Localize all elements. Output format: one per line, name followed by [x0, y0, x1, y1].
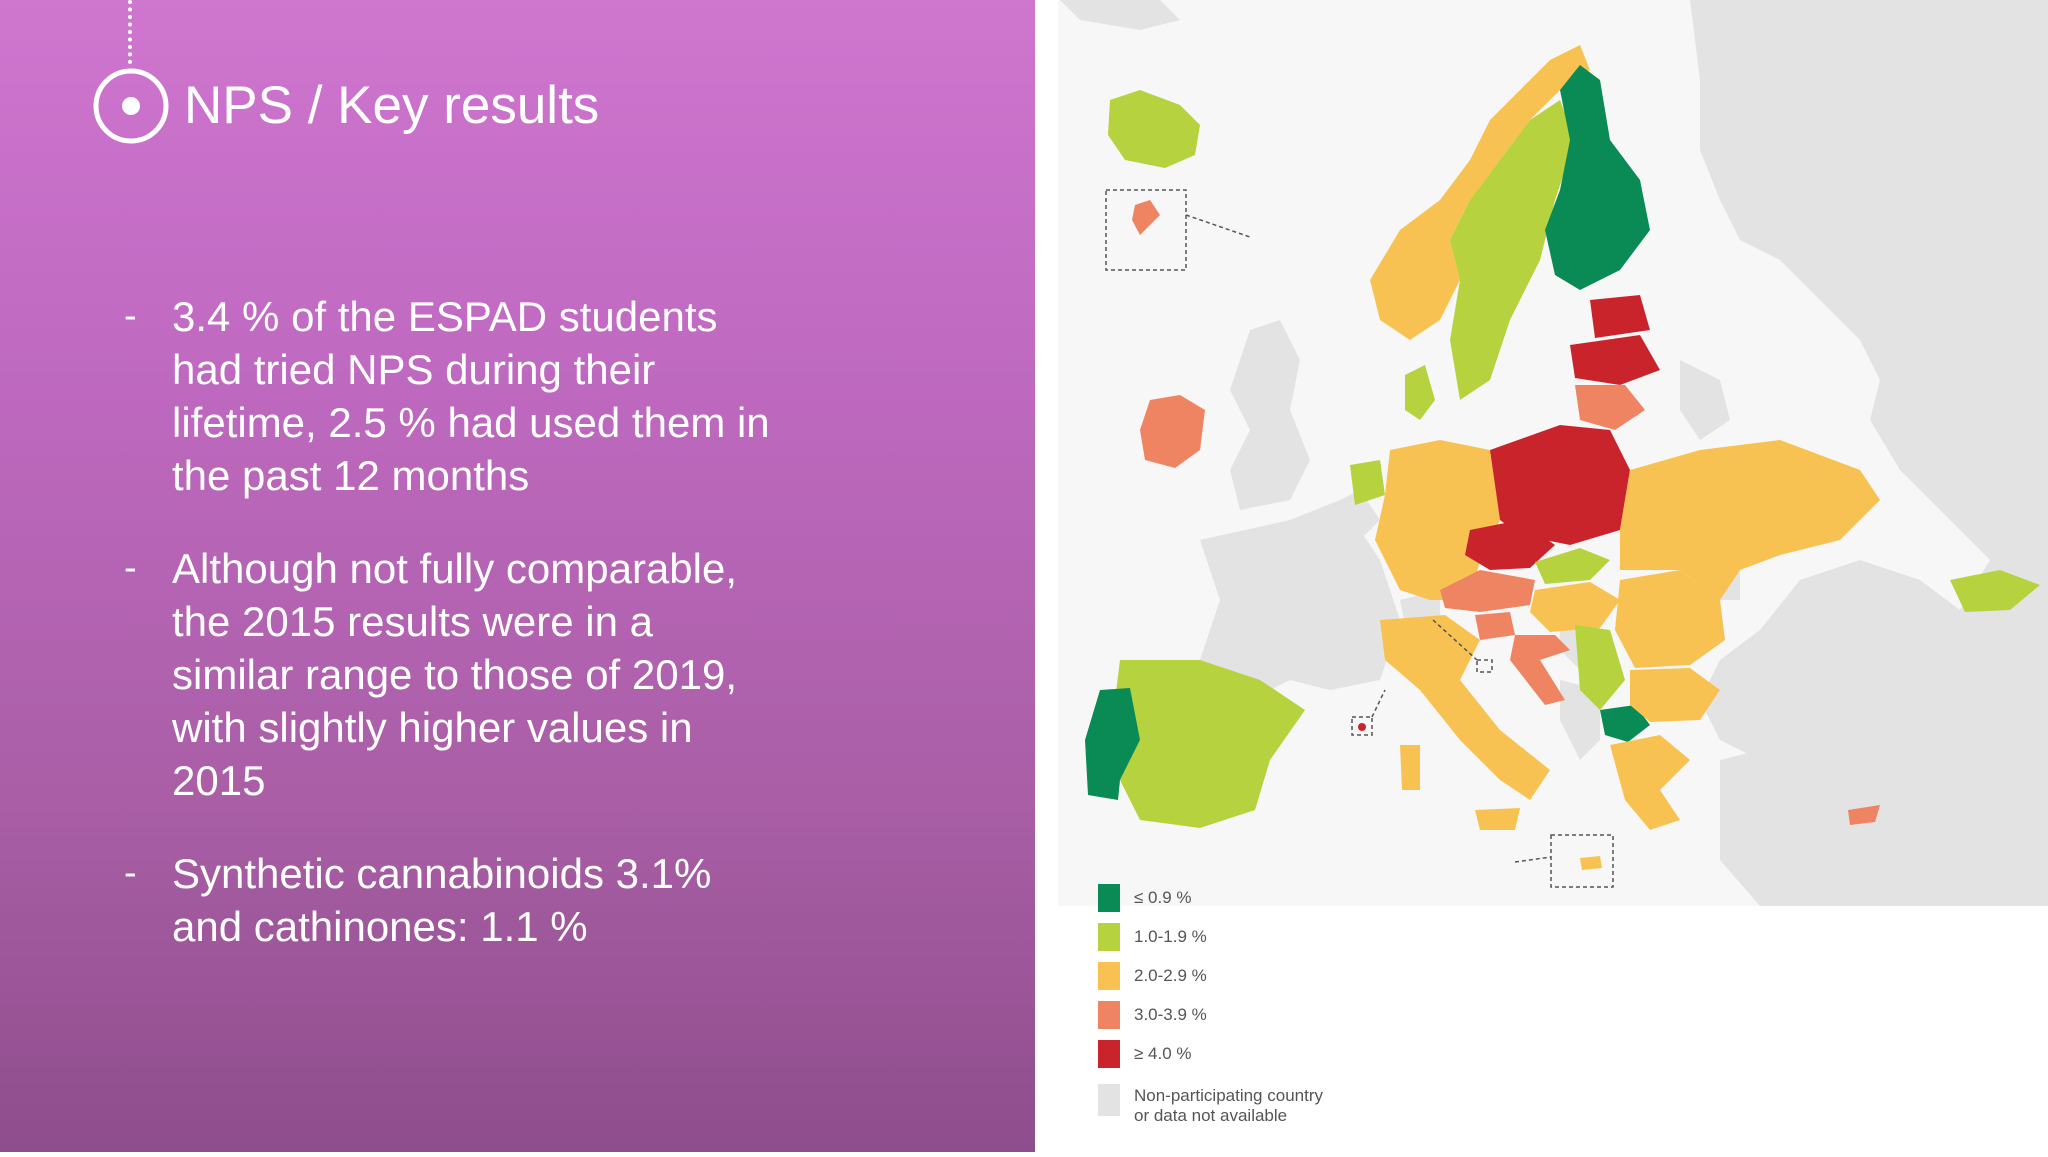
inset-boxes: [1105, 189, 1614, 888]
country-czechia: [1465, 520, 1555, 570]
russia-region: [1690, 0, 2048, 906]
country-italy-sicily: [1475, 808, 1520, 830]
legend-swatch: [1098, 923, 1120, 951]
country-greece: [1610, 735, 1690, 830]
country-austria: [1440, 570, 1535, 612]
europe-map: [1058, 0, 2048, 906]
country-iceland: [1108, 90, 1200, 168]
country-monaco-dot: [1358, 723, 1366, 731]
liechtenstein-inset-leader: [1432, 619, 1478, 661]
legend-swatch: [1098, 1040, 1120, 1068]
great-britain: [1230, 320, 1310, 510]
malta-inset-leader: [1514, 856, 1552, 863]
belarus-west: [1680, 360, 1730, 440]
country-slovakia: [1535, 548, 1610, 584]
timeline-dotted-line: [128, 0, 132, 64]
bullet-item: - 3.4 % of the ESPAD students had tried …: [124, 290, 784, 502]
country-lithuania: [1575, 385, 1645, 430]
legend-label: 3.0-3.9 %: [1134, 1005, 1207, 1024]
legend-label-line-1: Non-participating country: [1134, 1086, 1323, 1105]
country-sweden: [1450, 100, 1575, 400]
malta-inset-box: [1550, 834, 1614, 888]
country-bulgaria: [1630, 668, 1720, 722]
country-latvia: [1570, 335, 1660, 385]
turkey-region: [1720, 740, 2048, 906]
liechtenstein-inset-box: [1476, 659, 1493, 673]
legend-label: ≤ 0.9 %: [1134, 888, 1192, 907]
bullet-dash: -: [124, 295, 137, 337]
bullet-text: Synthetic cannabinoids 3.1% and cathinon…: [172, 850, 712, 950]
legend-label: ≥ 4.0 %: [1134, 1044, 1192, 1063]
country-slovenia: [1475, 612, 1515, 640]
country-ireland: [1140, 395, 1205, 468]
legend-swatch: [1098, 962, 1120, 990]
legend-swatch: [1098, 884, 1120, 912]
legend-label: 1.0-1.9 %: [1134, 927, 1207, 946]
monaco-inset-leader: [1371, 689, 1386, 718]
country-faroe-islands: [1132, 200, 1160, 235]
monaco-inset-box: [1351, 716, 1373, 736]
country-netherlands: [1350, 460, 1385, 505]
country-georgia: [1950, 570, 2040, 612]
greenland-tip: [1060, 0, 1180, 30]
country-serbia: [1575, 625, 1625, 710]
legend-label-line-2: or data not available: [1134, 1106, 1288, 1125]
map-panel: [1035, 0, 2048, 1152]
country-romania: [1615, 570, 1725, 668]
target-icon: [93, 68, 169, 144]
country-germany: [1375, 440, 1500, 600]
country-malta: [1580, 856, 1602, 870]
slide-title: NPS / Key results: [184, 76, 600, 135]
bullet-dash: -: [124, 852, 137, 894]
bullet-dash: -: [124, 547, 137, 589]
country-spain: [1115, 660, 1305, 828]
legend-swatch: [1098, 1001, 1120, 1029]
country-denmark: [1405, 365, 1435, 420]
france: [1200, 500, 1400, 700]
country-cyprus: [1848, 805, 1880, 825]
faroe-inset-box: [1105, 189, 1187, 271]
country-north-macedonia: [1600, 705, 1650, 742]
country-norway: [1370, 45, 1590, 340]
country-italy: [1380, 615, 1550, 800]
bullet-list: - 3.4 % of the ESPAD students had tried …: [124, 290, 784, 993]
country-hungary: [1530, 582, 1620, 632]
country-estonia: [1590, 295, 1650, 338]
bullet-item: - Although not fully comparable, the 201…: [124, 542, 784, 807]
bullet-item: - Synthetic cannabinoids 3.1% and cathin…: [124, 847, 784, 953]
country-croatia: [1510, 635, 1570, 705]
bullet-text: Although not fully comparable, the 2015 …: [172, 545, 738, 804]
left-panel: NPS / Key results - 3.4 % of the ESPAD s…: [0, 0, 1035, 1152]
bullet-text: 3.4 % of the ESPAD students had tried NP…: [172, 293, 770, 499]
country-finland: [1545, 65, 1650, 290]
belgium: [1340, 490, 1380, 540]
country-ukraine: [1620, 440, 1880, 600]
country-poland: [1490, 425, 1630, 545]
legend-swatch: [1098, 1084, 1120, 1116]
faroe-inset-leader: [1185, 214, 1251, 238]
country-italy-sardinia: [1400, 745, 1420, 790]
country-shapes: [1085, 45, 2040, 870]
legend-label: 2.0-2.9 %: [1134, 966, 1207, 985]
country-portugal: [1085, 688, 1140, 800]
